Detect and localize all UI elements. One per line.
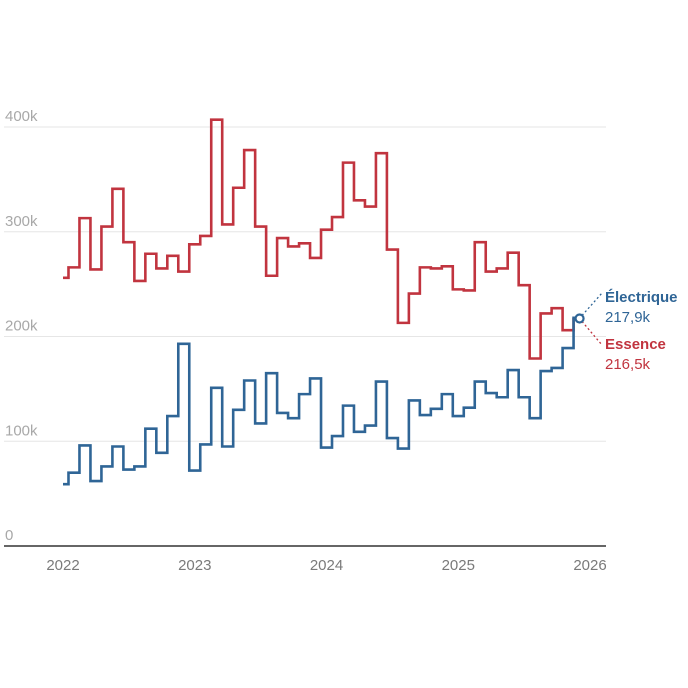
y-tick-label: 400k (5, 108, 38, 125)
y-tick-label: 100k (5, 422, 38, 439)
electrique-connector (581, 292, 603, 316)
end-labels: Électrique 217,9k Essence 216,5k (574, 289, 678, 373)
electrique-label: Électrique (605, 289, 678, 306)
y-tick-label: 300k (5, 213, 38, 230)
x-tick-label: 2023 (178, 557, 211, 574)
x-tick-label: 2026 (573, 557, 606, 574)
end-point-marker (574, 313, 585, 324)
y-axis-ticks: 0 100k 200k 300k 400k (5, 108, 38, 544)
y-tick-label: 200k (5, 318, 38, 335)
x-tick-label: 2022 (46, 557, 79, 574)
x-axis-ticks: 2022 2023 2024 2025 2026 (46, 557, 606, 574)
electrique-value-label: 217,9k (605, 309, 651, 326)
x-tick-label: 2024 (310, 557, 343, 574)
x-tick-label: 2025 (442, 557, 475, 574)
y-tick-label: 0 (5, 527, 13, 544)
essence-value-label: 216,5k (605, 356, 651, 373)
series-lines (63, 118, 580, 486)
electrique-line (63, 316, 580, 486)
essence-connector (581, 321, 603, 346)
essence-line (63, 118, 580, 360)
gridlines (4, 126, 606, 442)
essence-label: Essence (605, 336, 666, 353)
